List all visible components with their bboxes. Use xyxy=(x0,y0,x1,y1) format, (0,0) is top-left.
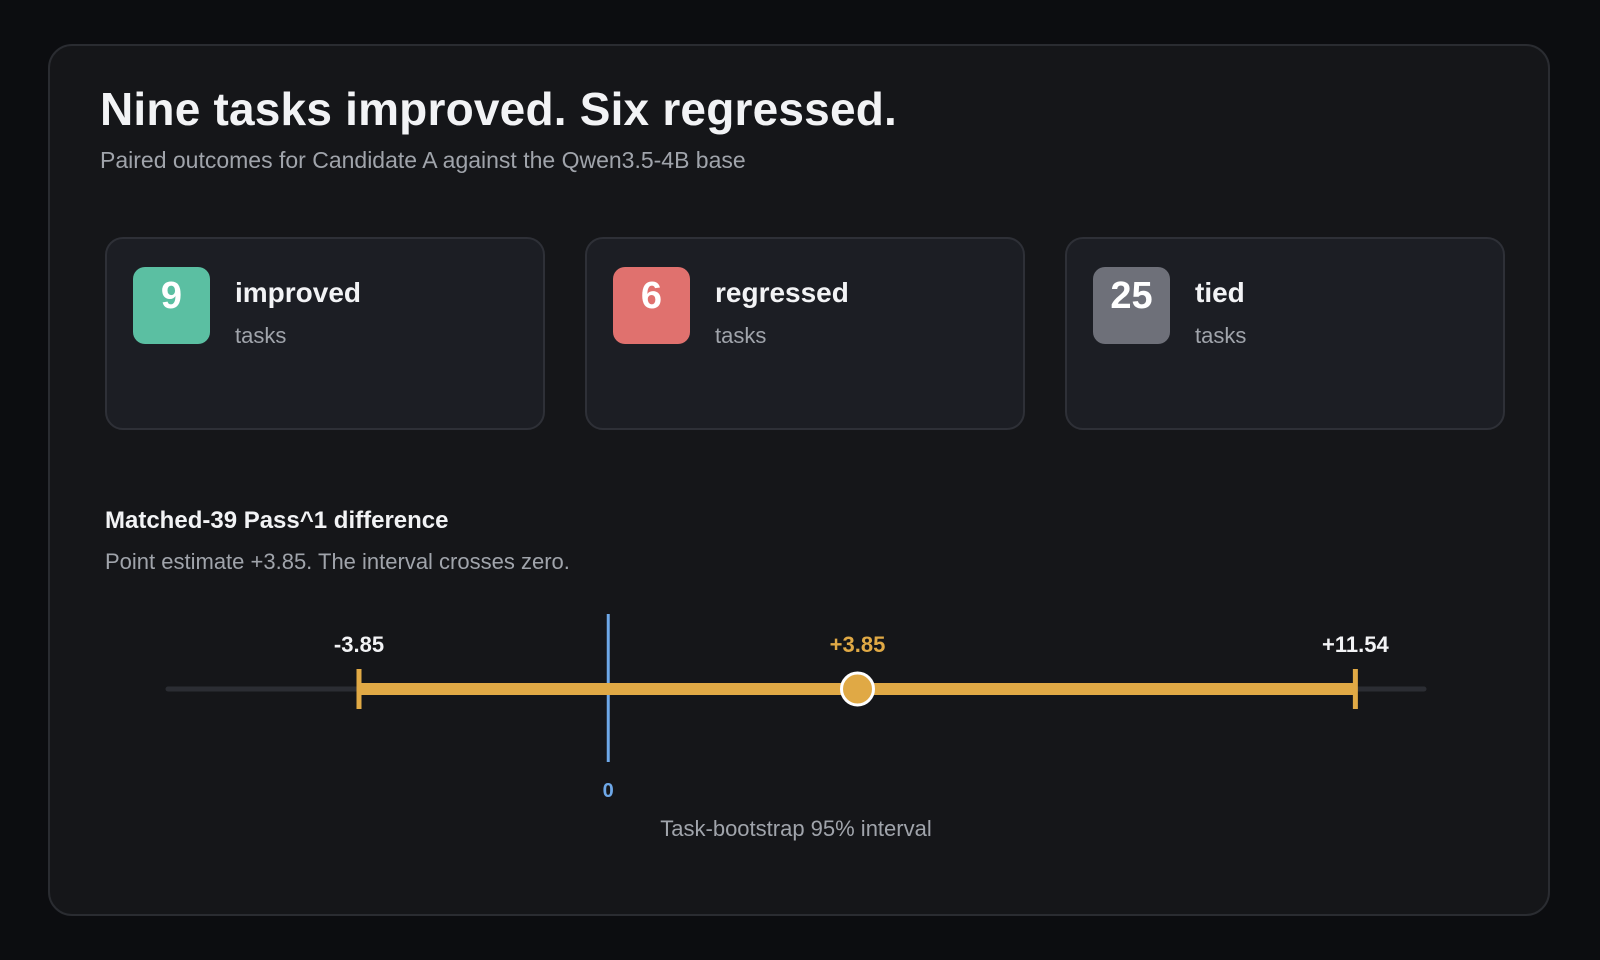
tied-count-badge: 25 xyxy=(1093,267,1170,344)
chart-title: Matched-39 Pass^1 difference xyxy=(105,507,449,534)
tied-sublabel: tasks xyxy=(1195,323,1247,348)
page-title: Nine tasks improved. Six regressed. xyxy=(100,83,898,135)
tied-label: tied xyxy=(1195,277,1245,308)
tied-card: 25 tied tasks xyxy=(1065,237,1505,430)
regressed-sublabel: tasks xyxy=(715,323,767,348)
upper-bound-label: +11.54 xyxy=(1322,632,1389,657)
improved-sublabel: tasks xyxy=(235,323,287,348)
improved-label: improved xyxy=(235,277,362,308)
interval-chart: -3.85 +3.85 +11.54 0 Task-bootstrap 95% … xyxy=(165,614,1427,841)
regressed-count-badge: 6 xyxy=(613,267,690,344)
chart-subtitle: Point estimate +3.85. The interval cross… xyxy=(105,549,570,574)
summary-panel: Nine tasks improved. Six regressed. Pair… xyxy=(48,44,1550,916)
zero-reference-label: 0 xyxy=(603,780,614,802)
regressed-card: 6 regressed tasks xyxy=(585,237,1025,430)
x-axis-label: Task-bootstrap 95% interval xyxy=(660,816,931,841)
point-estimate-marker xyxy=(840,671,876,707)
improved-card: 9 improved tasks xyxy=(105,237,545,430)
page-subtitle: Paired outcomes for Candidate A against … xyxy=(100,147,746,173)
improved-count-badge: 9 xyxy=(133,267,210,344)
lower-bound-label: -3.85 xyxy=(334,632,384,657)
regressed-label: regressed xyxy=(715,277,849,308)
point-estimate-label: +3.85 xyxy=(830,632,886,657)
